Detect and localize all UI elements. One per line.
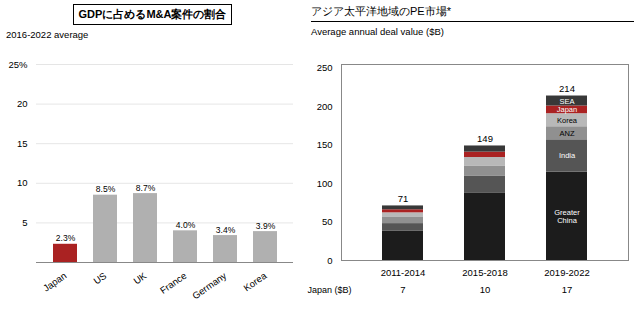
svg-text:17: 17 <box>562 284 573 295</box>
html-text:アジア太平洋地域のPE市場*: アジア太平洋地域のPE市場* <box>311 5 451 17</box>
svg-text:ANZ: ANZ <box>560 129 575 138</box>
svg-text:150: 150 <box>317 139 333 150</box>
svg-text:149: 149 <box>477 133 493 144</box>
svg-text:200: 200 <box>317 101 333 112</box>
svg-text:India: India <box>559 151 576 160</box>
svg-text:25%: 25% <box>8 59 28 70</box>
svg-text:10: 10 <box>480 284 491 295</box>
svg-text:3.4%: 3.4% <box>216 225 236 235</box>
svg-text:Japan: Japan <box>41 270 69 294</box>
svg-text:2015-2018: 2015-2018 <box>462 267 507 278</box>
html-text:Average annual deal value ($B): Average annual deal value ($B) <box>311 26 444 37</box>
svg-text:France: France <box>158 270 189 296</box>
svg-text:71: 71 <box>398 193 409 204</box>
svg-text:20: 20 <box>17 98 28 109</box>
svg-text:Korea: Korea <box>557 116 578 125</box>
svg-text:250: 250 <box>317 62 333 73</box>
svg-text:US: US <box>91 270 108 287</box>
svg-text:8.7%: 8.7% <box>136 183 156 193</box>
svg-text:10: 10 <box>17 177 28 188</box>
svg-text:GreaterChina: GreaterChina <box>554 208 580 225</box>
svg-text:2019-2022: 2019-2022 <box>544 267 589 278</box>
svg-text:4.0%: 4.0% <box>176 220 196 230</box>
svg-text:8.5%: 8.5% <box>96 184 116 194</box>
svg-text:UK: UK <box>131 270 149 287</box>
svg-text:7: 7 <box>400 284 405 295</box>
svg-text:15: 15 <box>17 138 28 149</box>
svg-text:0: 0 <box>327 255 332 266</box>
svg-text:Japan ($B): Japan ($B) <box>308 285 352 295</box>
svg-text:Germany: Germany <box>190 270 229 302</box>
svg-text:Japan: Japan <box>557 105 577 114</box>
svg-text:50: 50 <box>322 216 333 227</box>
svg-text:2.3%: 2.3% <box>56 233 76 243</box>
html-text:2016-2022 average: 2016-2022 average <box>6 29 89 40</box>
svg-text:Korea: Korea <box>241 269 269 293</box>
svg-text:SEA: SEA <box>559 97 574 106</box>
svg-text:100: 100 <box>317 178 333 189</box>
svg-text:5: 5 <box>22 217 27 228</box>
svg-text:214: 214 <box>559 83 575 94</box>
html-text:GDPに占めるM&A案件の割合: GDPに占めるM&A案件の割合 <box>78 8 227 20</box>
svg-text:3.9%: 3.9% <box>256 221 276 231</box>
svg-text:2011-2014: 2011-2014 <box>381 267 426 278</box>
